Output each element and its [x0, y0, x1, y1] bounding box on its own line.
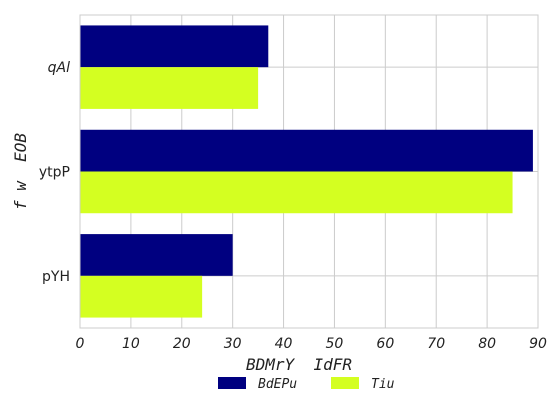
- x-tick-label: 0: [76, 336, 85, 352]
- y-category-label: pYH: [42, 269, 70, 285]
- x-tick-label: 10: [122, 336, 140, 352]
- legend-label: Tiu: [371, 377, 395, 392]
- legend-label: BdEPu: [258, 377, 297, 392]
- legend: BdEPu Tiu: [218, 377, 395, 392]
- x-tick-label: 90: [529, 336, 547, 352]
- x-axis-title: BDMrY IdFR: [246, 355, 352, 374]
- y-axis-title: f w EOB: [11, 133, 30, 210]
- x-tick-label: 50: [326, 336, 344, 352]
- y-category-label: ytpP: [39, 165, 70, 181]
- bar-BdEPu-pYH: [80, 234, 233, 276]
- bars: [80, 25, 533, 317]
- bar-BdEPu-ytpP: [80, 130, 533, 172]
- bar-BdEPu-qAl: [80, 25, 268, 67]
- x-tick-labels: 0 10 20 30 40 50 60 70 80 90: [76, 336, 547, 352]
- y-category-label: qAl: [48, 60, 70, 76]
- y-category-labels: qAl ytpP pYH: [39, 60, 70, 285]
- bar-Tiu-qAl: [80, 67, 258, 109]
- bar-Tiu-pYH: [80, 276, 202, 318]
- legend-swatch-BdEPu: [218, 377, 246, 389]
- x-tick-label: 80: [478, 336, 496, 352]
- x-tick-label: 30: [224, 336, 242, 352]
- x-tick-label: 40: [275, 336, 293, 352]
- x-tick-label: 60: [376, 336, 394, 352]
- legend-swatch-Tiu: [331, 377, 359, 389]
- bar-Tiu-ytpP: [80, 172, 513, 214]
- x-tick-label: 70: [427, 336, 445, 352]
- x-tick-label: 20: [173, 336, 191, 352]
